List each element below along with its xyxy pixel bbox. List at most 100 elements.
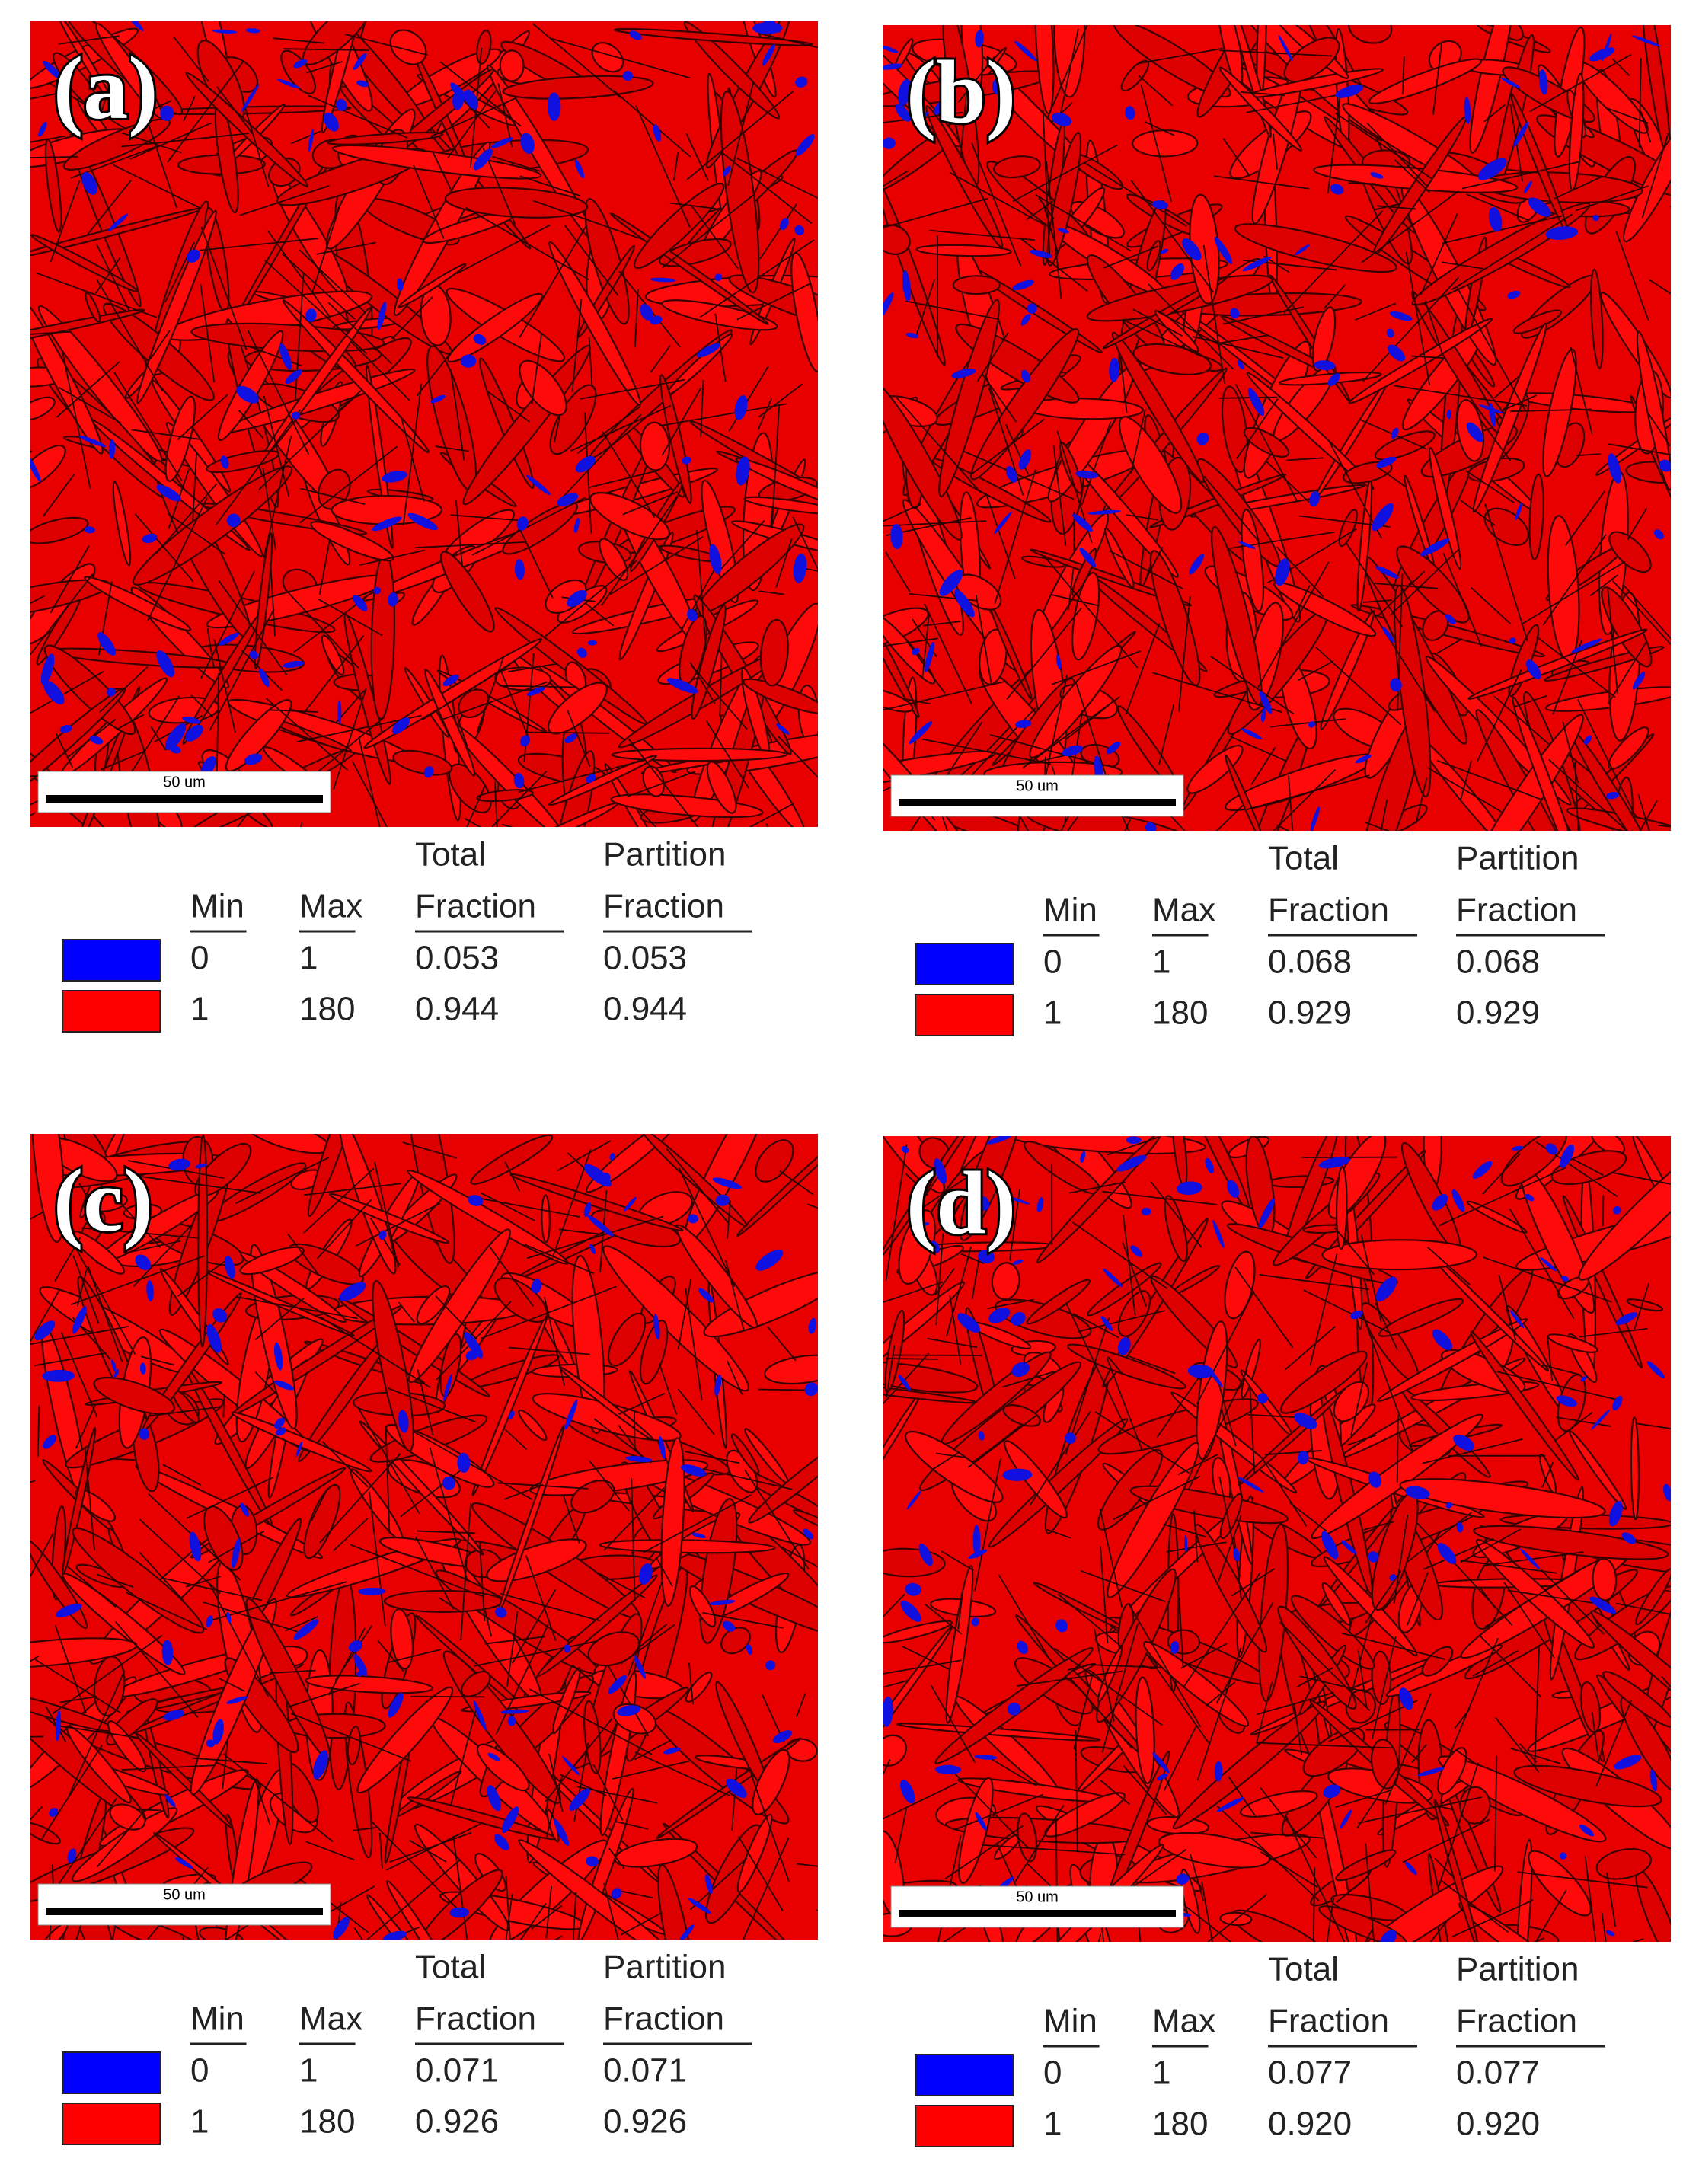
boundary [1102,1190,1218,1205]
blue-grain [1472,1161,1493,1179]
blue-grain [804,1382,818,1397]
boundary [72,1255,100,1324]
boundary [519,225,587,338]
lath [1180,1869,1201,1934]
boundary [1250,746,1276,785]
boundary [87,1266,123,1362]
boundary [533,200,644,241]
boundary [311,1488,328,1521]
lath [1590,1136,1625,1156]
legend-cell: 1 [299,2052,318,2090]
lath [404,1134,455,1264]
boundary [351,760,388,827]
boundary [1610,1171,1671,1185]
blue-grain [793,553,807,583]
boundary [300,487,366,505]
lath [1234,223,1397,273]
lath [347,1726,361,1766]
blue-grain [285,369,302,385]
lath [1368,58,1483,104]
boundary [719,653,723,717]
boundary [1465,470,1515,503]
legend-header: Fraction [1456,892,1577,929]
blue-grain [1330,184,1344,195]
blue-grain [135,1254,152,1271]
blue-grain [1051,112,1072,126]
blue-grain [276,1427,286,1436]
blue-grain [755,1250,784,1271]
boundary [1472,1649,1519,1677]
blue-grain [1183,1534,1188,1553]
lath [703,1269,818,1338]
boundary [30,1289,60,1343]
blue-grain [1368,1471,1382,1488]
boundary [720,151,813,225]
boundary [957,56,995,103]
blue-grain [951,369,976,378]
blue-grain [1663,1483,1671,1502]
boundary [1493,375,1520,398]
boundary [30,573,94,656]
boundary [512,1589,557,1664]
boundary [318,598,383,637]
boundary [378,1832,383,1869]
blue-grain [650,277,676,283]
boundary [267,709,318,713]
blue-grain [1298,1451,1309,1465]
boundary [1451,213,1573,291]
legend-header: Min [190,2000,244,2038]
boundary [1554,175,1603,200]
boundary [254,1779,271,1825]
lath [706,761,737,814]
boundary [553,414,561,443]
lath [217,330,284,442]
boundary [247,330,310,455]
panel-label: (d) [906,1153,1016,1253]
boundary [96,244,131,312]
blue-grain [1632,672,1646,690]
boundary [30,1806,43,1821]
boundary [474,1640,599,1667]
blue-grain [382,471,407,483]
boundary [1097,1933,1102,1942]
boundary [1411,1744,1427,1764]
boundary [529,1688,653,1755]
blue-grain [1372,503,1394,532]
boundary [311,206,340,293]
blue-grain [1341,1540,1357,1555]
blue-grain [586,774,596,784]
blue-grain [883,45,899,53]
boundary [1363,1521,1394,1531]
lath [1635,1568,1671,1626]
lath [720,90,760,294]
boundary [1209,655,1295,715]
boundary [939,809,949,831]
panel: (b) 50 um Min Max Total Fraction Partition Frac… [883,25,1671,1036]
boundary [737,1836,784,1911]
boundary [929,229,1035,241]
boundary [507,663,557,672]
boundary [1521,560,1626,625]
boundary [70,1255,205,1306]
lath [331,144,542,180]
legend-cell: 0 [190,2052,209,2090]
boundary [334,1624,373,1681]
blue-grain [1058,228,1069,234]
blue-grain [567,589,587,608]
boundary [1460,1528,1522,1563]
boundary [1293,1703,1303,1755]
blue-grain [622,70,634,81]
boundary [460,1502,471,1640]
blue-grain [1157,1774,1168,1780]
boundary [915,279,935,336]
boundary [545,1885,552,1939]
boundary [736,158,818,200]
boundary [883,170,909,187]
legend-cell: 0 [190,940,209,977]
lath [398,263,467,308]
boundary [1222,138,1250,177]
blue-grain [772,1730,793,1744]
boundary [1234,1266,1294,1349]
scale-bar [899,1910,1176,1917]
blue-grain [72,1306,87,1334]
